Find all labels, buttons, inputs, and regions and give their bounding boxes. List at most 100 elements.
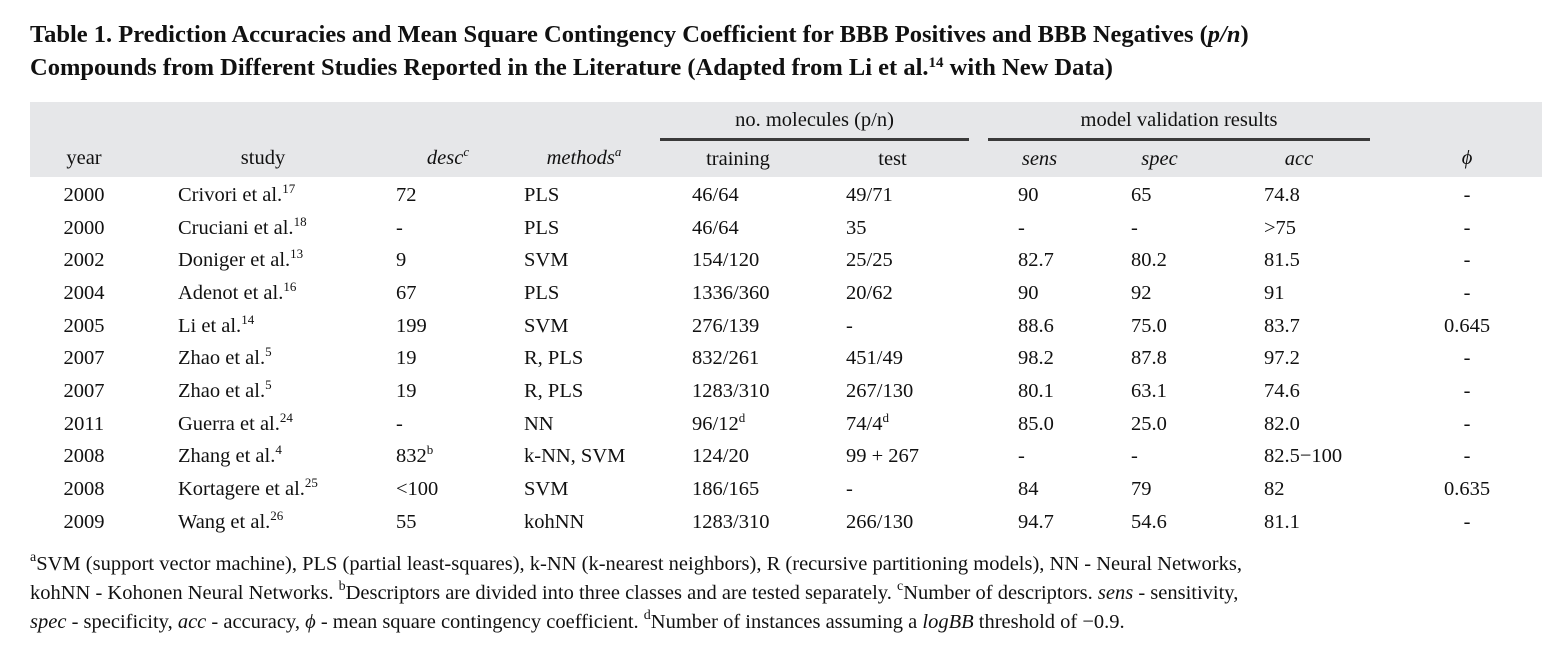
table-row: 2000 Crivori et al.17 72 PLS 46/64 49/71 90 65 7…	[30, 177, 1542, 212]
cell-phi: -	[1392, 177, 1542, 212]
cell-desc-value: -	[396, 216, 403, 239]
caption-line-1: Table 1. Prediction Accuracies and Mean …	[30, 18, 1530, 51]
cell-desc-value: 199	[396, 314, 427, 337]
cell-sens-value: -	[1018, 445, 1025, 468]
cell-desc: 19	[388, 375, 508, 408]
cell-desc: -	[388, 212, 508, 245]
cell-methods: kohNN	[508, 506, 660, 539]
cell-test-value: 266/130	[846, 510, 914, 533]
reference-number: 25	[304, 475, 318, 491]
cell-study-value: Li et al.	[178, 314, 242, 337]
cell-training: 1336/360	[660, 277, 816, 310]
cell-desc-value: 55	[396, 510, 417, 533]
table-header: no. molecules (p/n) model validation res…	[30, 102, 1543, 177]
cell-desc: 55	[388, 506, 508, 539]
cell-phi: 0.635	[1392, 473, 1542, 506]
reference-number: 17	[282, 180, 296, 196]
cell-desc-value: <100	[396, 478, 439, 501]
cell-desc-value: 9	[396, 249, 407, 272]
cell-study-value: Zhang et al.	[178, 445, 276, 468]
caption-text: Table 1. Prediction Accuracies and Mean …	[30, 21, 1208, 48]
table-row: 2008 Kortagere et al.25 <100 SVM 186/165 - 84 7…	[30, 473, 1542, 506]
cell-methods-value: SVM	[524, 478, 569, 501]
reference-number: 13	[290, 246, 304, 262]
cell-desc: 72	[388, 177, 508, 212]
cell-methods: R, PLS	[508, 375, 660, 408]
cell-phi-value: 0.645	[1443, 314, 1491, 337]
cell-acc: 81.5	[1228, 244, 1370, 277]
footnote-definition: - mean square contingency coefficient.	[315, 611, 644, 633]
cell-desc: 67	[388, 277, 508, 310]
cell-test: 74/4d	[816, 408, 969, 441]
table-row: 2000 Cruciani et al.18- PLS 46/64 35- - >75-	[30, 212, 1542, 245]
cell-spec-value: 75.0	[1131, 314, 1167, 337]
cell-phi: -	[1392, 212, 1542, 245]
cell-year-value: 2011	[63, 412, 105, 435]
cell-training-value: 276/139	[692, 314, 760, 337]
cell-training-value: 124/20	[692, 445, 749, 468]
cell-methods-value: PLS	[524, 216, 560, 239]
footnote-mark: b	[426, 442, 434, 458]
cell-test: 266/130	[816, 506, 969, 539]
cell-desc-value: 72	[396, 183, 417, 206]
table-body: 2000 Crivori et al.17 72 PLS 46/64 49/71 90 65 7…	[30, 177, 1542, 539]
cell-methods: SVM	[508, 244, 660, 277]
table-row: 2007 Zhao et al.5 19 R, PLS 832/261 451/49 98.…	[30, 342, 1542, 375]
cell-methods-value: R, PLS	[524, 347, 584, 370]
cell-test-value: 451/49	[846, 347, 903, 370]
cell-training-value: 1283/310	[692, 379, 770, 402]
cell-methods-value: kohNN	[524, 510, 585, 533]
cell-desc-value: -	[396, 412, 403, 435]
cell-year-value: 2007	[63, 379, 105, 402]
cell-test-value: 49/71	[846, 183, 893, 206]
cell-acc: >75	[1228, 212, 1370, 245]
cell-year: 2002	[30, 244, 138, 277]
cell-test-value: 25/25	[846, 249, 893, 272]
cell-desc: 199	[388, 310, 508, 343]
cell-desc: 832b	[388, 441, 508, 474]
cell-desc: <100	[388, 473, 508, 506]
cell-study-value: Zhao et al.	[178, 379, 266, 402]
reference-number: 5	[265, 376, 272, 392]
footnote-mark: b	[338, 579, 346, 594]
reference-number: 14	[241, 311, 255, 327]
footnote-b-text: Descriptors are divided into three class…	[345, 582, 897, 604]
header-column-row: year study descc methodsa training test …	[30, 139, 1543, 177]
footnote-c-text: Number of descriptors.	[903, 582, 1098, 604]
cell-methods-value: PLS	[524, 281, 560, 304]
cell-methods-value: NN	[524, 412, 554, 435]
cell-test: 451/49	[816, 342, 969, 375]
cell-sens: 82.7	[988, 244, 1091, 277]
cell-phi-value: -	[1463, 281, 1471, 304]
cell-phi: -	[1392, 441, 1542, 474]
table-row: 2009 Wang et al.26 55 kohNN 1283/310 266/130 9…	[30, 506, 1542, 539]
cell-desc-value: 832	[396, 445, 427, 468]
cell-methods: SVM	[508, 310, 660, 343]
cell-training: 186/165	[660, 473, 816, 506]
cell-phi: -	[1392, 506, 1542, 539]
reference-number: 18	[293, 213, 307, 229]
footnote-term: acc	[177, 611, 207, 633]
caption-text: )	[1240, 21, 1249, 48]
cell-study: Adenot et al.16	[138, 277, 388, 310]
cell-acc-value: 74.6	[1264, 379, 1300, 402]
cell-study-value: Zhao et al.	[178, 347, 266, 370]
cell-spec: 65	[1091, 177, 1228, 212]
footnote-mark: c	[896, 579, 904, 594]
cell-year: 2011	[30, 408, 138, 441]
cell-spec-value: 87.8	[1131, 347, 1167, 370]
cell-study: Li et al.14	[138, 310, 388, 343]
reference-number: 4	[275, 442, 282, 458]
footnote-a-text: SVM (support vector machine), PLS (parti…	[36, 553, 1242, 575]
cell-methods: PLS	[508, 212, 660, 245]
cell-year: 2000	[30, 177, 138, 212]
cell-study: Kortagere et al.25	[138, 473, 388, 506]
cell-acc-value: 82.5−100	[1264, 445, 1343, 468]
cell-study-value: Guerra et al.	[178, 412, 280, 435]
footnote-mark: a	[614, 143, 622, 159]
cell-training-value: 96/12	[692, 412, 739, 435]
cell-training: 96/12d	[660, 408, 816, 441]
group-header-validation: model validation results	[988, 102, 1371, 141]
cell-sens: -	[988, 212, 1091, 245]
cell-methods-value: SVM	[524, 249, 569, 272]
